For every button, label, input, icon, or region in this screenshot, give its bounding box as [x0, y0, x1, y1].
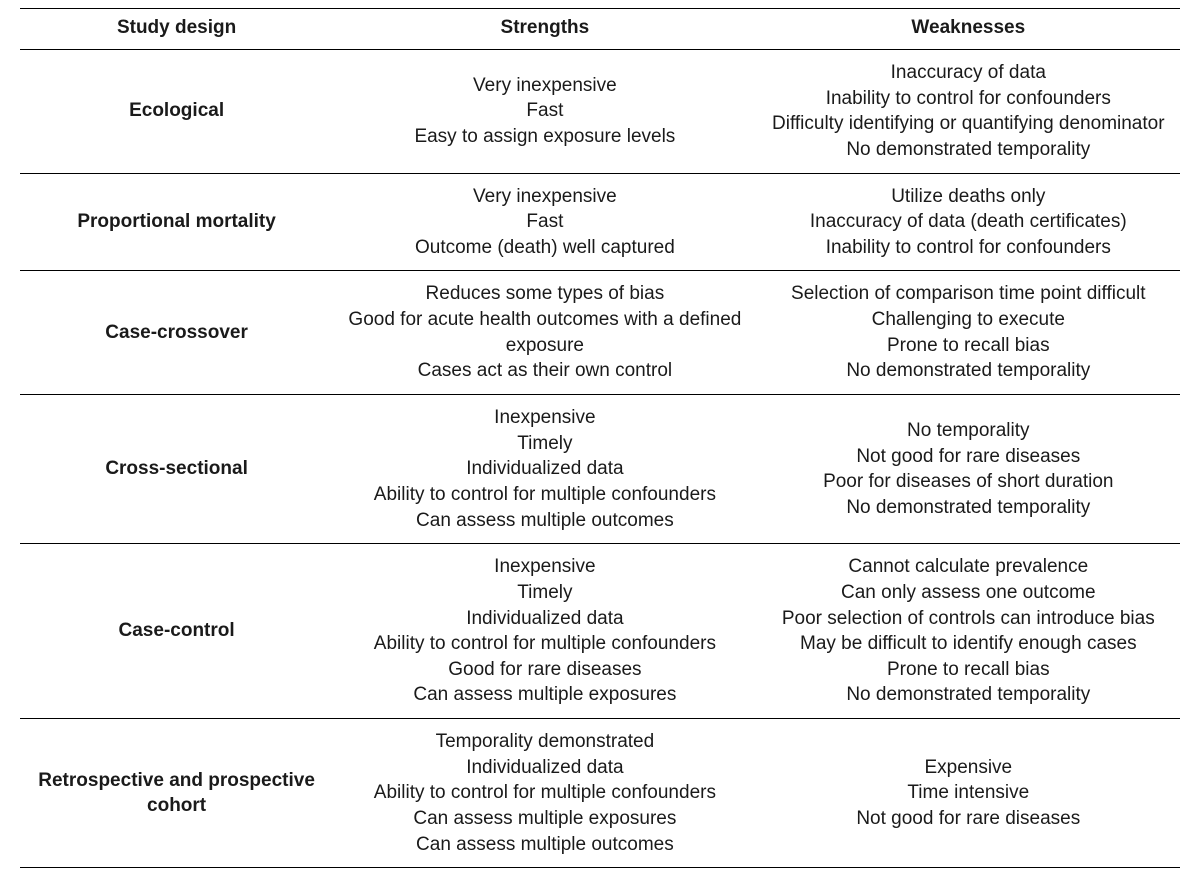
weakness-line: Inaccuracy of data (death certificates): [765, 209, 1172, 235]
weakness-line: Utilize deaths only: [765, 184, 1172, 210]
strength-line: Fast: [341, 98, 748, 124]
weakness-line: May be difficult to identify enough case…: [765, 631, 1172, 657]
weakness-line: Inability to control for confounders: [765, 86, 1172, 112]
strength-line: Inexpensive: [341, 554, 748, 580]
weakness-line: No temporality: [765, 418, 1172, 444]
table-row: Retrospective and prospective cohortTemp…: [20, 719, 1180, 868]
weakness-line: No demonstrated temporality: [765, 137, 1172, 163]
design-cell: Case-control: [20, 544, 333, 719]
strength-line: Ability to control for multiple confound…: [341, 780, 748, 806]
table-row: Proportional mortalityVery inexpensiveFa…: [20, 173, 1180, 271]
weaknesses-cell: Inaccuracy of dataInability to control f…: [757, 50, 1180, 174]
strength-line: Individualized data: [341, 755, 748, 781]
weakness-line: Expensive: [765, 755, 1172, 781]
strength-line: Individualized data: [341, 456, 748, 482]
weaknesses-cell: No temporalityNot good for rare diseases…: [757, 395, 1180, 544]
weakness-line: No demonstrated temporality: [765, 495, 1172, 521]
strength-line: Timely: [341, 580, 748, 606]
weakness-line: Time intensive: [765, 780, 1172, 806]
design-cell: Case-crossover: [20, 271, 333, 395]
weakness-line: Challenging to execute: [765, 307, 1172, 333]
strength-line: Cases act as their own control: [341, 358, 748, 384]
strength-line: Very inexpensive: [341, 73, 748, 99]
strengths-cell: Temporality demonstratedIndividualized d…: [333, 719, 756, 868]
design-cell: Cross-sectional: [20, 395, 333, 544]
col-header-strengths: Strengths: [333, 9, 756, 50]
weakness-line: Selection of comparison time point diffi…: [765, 281, 1172, 307]
weakness-line: Prone to recall bias: [765, 333, 1172, 359]
strength-line: Can assess multiple exposures: [341, 682, 748, 708]
weaknesses-cell: Cannot calculate prevalenceCan only asse…: [757, 544, 1180, 719]
strengths-cell: InexpensiveTimelyIndividualized dataAbil…: [333, 544, 756, 719]
weakness-line: No demonstrated temporality: [765, 358, 1172, 384]
weakness-line: Poor selection of controls can introduce…: [765, 606, 1172, 632]
weakness-line: Inability to control for confounders: [765, 235, 1172, 261]
design-cell: Retrospective and prospective cohort: [20, 719, 333, 868]
table-header-row: Study design Strengths Weaknesses: [20, 9, 1180, 50]
table-row: Case-crossoverReduces some types of bias…: [20, 271, 1180, 395]
weakness-line: Inaccuracy of data: [765, 60, 1172, 86]
col-header-weaknesses: Weaknesses: [757, 9, 1180, 50]
weakness-line: Difficulty identifying or quantifying de…: [765, 111, 1172, 137]
weakness-line: Poor for diseases of short duration: [765, 469, 1172, 495]
strengths-cell: Very inexpensiveFastEasy to assign expos…: [333, 50, 756, 174]
table-body: EcologicalVery inexpensiveFastEasy to as…: [20, 50, 1180, 868]
strength-line: Easy to assign exposure levels: [341, 124, 748, 150]
strength-line: Ability to control for multiple confound…: [341, 482, 748, 508]
strengths-cell: Reduces some types of biasGood for acute…: [333, 271, 756, 395]
weakness-line: Cannot calculate prevalence: [765, 554, 1172, 580]
weakness-line: Not good for rare diseases: [765, 806, 1172, 832]
strength-line: Good for rare diseases: [341, 657, 748, 683]
strength-line: Very inexpensive: [341, 184, 748, 210]
study-design-table: Study design Strengths Weaknesses Ecolog…: [20, 8, 1180, 868]
table-row: Case-controlInexpensiveTimelyIndividuali…: [20, 544, 1180, 719]
weakness-line: Prone to recall bias: [765, 657, 1172, 683]
strength-line: Good for acute health outcomes with a de…: [341, 307, 748, 358]
weakness-line: No demonstrated temporality: [765, 682, 1172, 708]
design-cell: Proportional mortality: [20, 173, 333, 271]
weaknesses-cell: ExpensiveTime intensiveNot good for rare…: [757, 719, 1180, 868]
weaknesses-cell: Utilize deaths onlyInaccuracy of data (d…: [757, 173, 1180, 271]
strength-line: Can assess multiple outcomes: [341, 832, 748, 858]
table-row: EcologicalVery inexpensiveFastEasy to as…: [20, 50, 1180, 174]
weakness-line: Can only assess one outcome: [765, 580, 1172, 606]
strength-line: Inexpensive: [341, 405, 748, 431]
strength-line: Temporality demonstrated: [341, 729, 748, 755]
strength-line: Ability to control for multiple confound…: [341, 631, 748, 657]
strength-line: Can assess multiple outcomes: [341, 508, 748, 534]
strength-line: Reduces some types of bias: [341, 281, 748, 307]
strengths-cell: Very inexpensiveFastOutcome (death) well…: [333, 173, 756, 271]
strengths-cell: InexpensiveTimelyIndividualized dataAbil…: [333, 395, 756, 544]
strength-line: Timely: [341, 431, 748, 457]
design-cell: Ecological: [20, 50, 333, 174]
col-header-design: Study design: [20, 9, 333, 50]
strength-line: Fast: [341, 209, 748, 235]
weakness-line: Not good for rare diseases: [765, 444, 1172, 470]
strength-line: Outcome (death) well captured: [341, 235, 748, 261]
weaknesses-cell: Selection of comparison time point diffi…: [757, 271, 1180, 395]
strength-line: Individualized data: [341, 606, 748, 632]
strength-line: Can assess multiple exposures: [341, 806, 748, 832]
table-row: Cross-sectionalInexpensiveTimelyIndividu…: [20, 395, 1180, 544]
